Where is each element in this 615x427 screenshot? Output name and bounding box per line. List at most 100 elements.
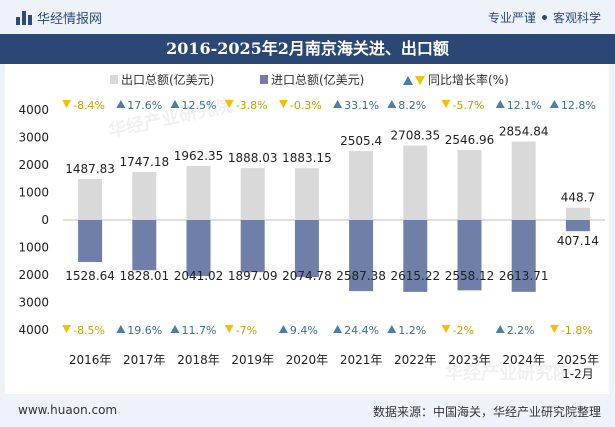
import-bar [403,220,428,292]
export-value-label: 448.7 [561,191,595,205]
export-growth-label: 12.1% [507,99,542,112]
import-value-label: 2587.38 [336,269,386,283]
export-growth-label: 8.2% [398,99,426,112]
export-growth-up-icon [333,100,343,108]
import-value-label: 1528.64 [65,269,115,283]
logo-text: 华经情报网 [37,12,103,27]
x-tick-label: 2017年 [123,353,166,367]
x-tick-label: 2022年 [394,353,437,367]
import-value-label: 2041.02 [174,269,224,283]
export-value-label: 1962.35 [174,149,224,163]
import-value-label: 1897.09 [228,269,278,283]
slogan-b: 客观科学 [552,11,601,25]
footer-source: 数据来源：中国海关，华经产业研究院整理 [372,405,601,419]
logo-bars-icon [16,10,32,25]
export-growth-label: 12.8% [561,99,596,112]
export-growth-down-icon [278,100,288,108]
chart-panel: 华经产业研究院 华经产业研究院 出口总额(亿美元) 进口总额(亿美元) 同比增长率(%)… [5,64,609,394]
import-value-label: 407.14 [557,234,599,248]
import-growth-down-icon [549,325,559,333]
export-bar [403,145,428,220]
y-tick-label: 3000 [18,131,49,145]
export-growth-up-icon [549,100,559,108]
footer-website: www.huaon.com [18,403,118,417]
import-growth-up-icon [387,325,397,333]
export-bar [294,168,319,220]
import-growth-label: -7% [236,324,257,337]
export-bar [240,168,265,220]
export-value-label: 2854.84 [499,124,549,138]
import-bar [132,220,157,271]
dot-icon [541,15,547,20]
slogan: 专业严谨 客观科学 [488,9,601,26]
import-growth-down-icon [62,325,72,333]
import-bar [511,220,536,292]
top-bar: 华经情报网 专业严谨 客观科学 [0,0,615,34]
import-growth-down-icon [224,325,234,333]
x-tick-label: 2021年 [340,353,383,367]
legend-import-swatch [260,75,268,84]
export-bar [511,141,536,220]
import-value-label: 2613.71 [499,269,549,283]
export-bar [186,166,211,220]
export-growth-label: 17.6% [127,99,162,112]
export-growth-label: -5.7% [453,99,485,112]
import-growth-up-icon [333,325,343,333]
export-value-label: 2546.96 [445,133,495,147]
export-growth-label: 33.1% [344,99,379,112]
export-growth-label: -3.8% [236,99,268,112]
y-tick-label: 4000 [18,323,49,337]
import-growth-label: 1.2% [398,324,426,337]
export-growth-label: 12.5% [182,99,217,112]
legend-import-label: 进口总额(亿美元) [271,72,364,87]
import-growth-label: -2% [453,324,474,337]
export-bar [457,149,482,220]
x-tick-label: 2023年 [448,353,491,367]
import-bar [240,220,265,273]
export-growth-up-icon [387,100,397,108]
export-bar [565,207,590,220]
x-tick-label: 2018年 [177,353,220,367]
import-growth-up-icon [116,325,126,333]
import-value-label: 2074.78 [282,269,332,283]
import-growth-label: -1.8% [561,324,593,337]
export-value-label: 1883.15 [282,151,332,165]
legend-rate-label: 同比增长率(%) [428,72,509,87]
export-growth-up-icon [495,100,505,108]
export-growth-down-icon [62,100,72,108]
export-bar [78,179,103,220]
import-bar [186,220,211,277]
export-value-label: 1487.83 [65,162,115,176]
export-growth-label: -8.4% [73,99,105,112]
x-tick-label: 2025年 [557,353,600,367]
import-bar [565,220,590,232]
import-growth-label: 19.6% [127,324,162,337]
export-growth-label: -0.3% [290,99,322,112]
export-bar [132,171,157,220]
footer: www.huaon.com 数据来源：中国海关，华经产业研究院整理 [0,394,615,427]
y-tick-label: 3000 [18,296,49,310]
export-growth-down-icon [224,100,234,108]
export-value-label: 2708.35 [390,129,440,143]
import-bar [349,220,374,292]
slogan-a: 专业严谨 [487,11,536,25]
export-bar [349,151,374,220]
x-tick-label: 2016年 [69,353,112,367]
export-value-label: 1888.03 [228,151,278,165]
export-value-label: 1747.18 [119,155,169,169]
import-value-label: 2558.12 [445,269,495,283]
y-tick-label: 0 [41,213,49,227]
legend-export-swatch [110,75,118,84]
import-growth-down-icon [441,325,451,333]
import-growth-label: 9.4% [290,324,318,337]
export-growth-up-icon [116,100,126,108]
import-growth-label: 11.7% [182,324,217,337]
import-value-label: 2615.22 [390,269,440,283]
export-growth-down-icon [441,100,451,108]
x-tick-label: 2024年 [502,353,545,367]
y-tick-label: 1000 [18,186,49,200]
import-growth-label: 2.2% [507,324,535,337]
import-growth-up-icon [278,325,288,333]
